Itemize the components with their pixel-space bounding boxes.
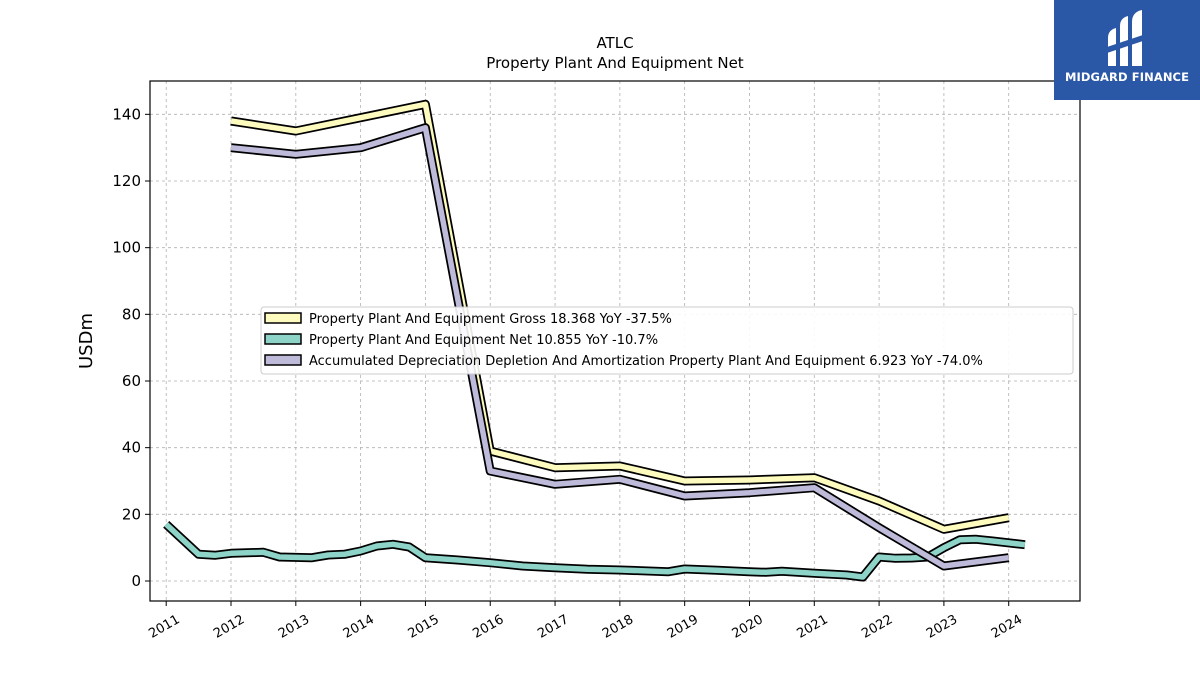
y-tick-label: 0 — [131, 572, 141, 590]
series-line-net — [164, 522, 1026, 580]
x-axis-ticks: 2011 2012 2013 2014 2015 2016 2017 2018 2019 2020… — [146, 601, 1025, 642]
x-tick-label: 2012 — [211, 612, 247, 642]
x-tick-label: 2014 — [341, 612, 377, 642]
legend-swatch-net — [264, 333, 302, 345]
series-layer — [163, 99, 1026, 582]
brand-name: MIDGARD FINANCE — [1064, 70, 1190, 84]
x-tick-label: 2018 — [600, 612, 636, 642]
x-tick-label: 2021 — [794, 612, 830, 642]
legend-swatch-gross — [264, 312, 302, 324]
x-tick-label: 2023 — [924, 612, 960, 642]
series-line-gross — [230, 101, 1010, 533]
legend-label-depreciation: Accumulated Depreciation Depletion And A… — [309, 354, 983, 369]
chart-title: ATLC — [596, 34, 633, 52]
y-tick-label: 80 — [122, 305, 141, 323]
y-tick-label: 40 — [122, 439, 141, 457]
brand-logo: MIDGARD FINANCE — [1054, 0, 1200, 100]
x-tick-label: 2013 — [276, 612, 312, 642]
legend-label-net: Property Plant And Equipment Net 10.855 … — [309, 333, 658, 348]
plot-frame — [149, 80, 1081, 602]
x-tick-label: 2020 — [730, 612, 766, 642]
legend: Property Plant And Equipment Gross 18.36… — [260, 306, 1074, 375]
legend-swatch-depreciation — [264, 354, 302, 366]
y-tick-label: 100 — [112, 239, 141, 257]
x-tick-label: 2019 — [665, 612, 701, 642]
x-tick-label: 2017 — [535, 612, 571, 642]
series-line-depreciation — [230, 124, 1010, 569]
midgard-logo-mark-icon — [1104, 10, 1146, 66]
x-tick-label: 2015 — [406, 612, 442, 642]
y-tick-label: 120 — [112, 172, 141, 190]
x-tick-label: 2024 — [989, 612, 1025, 642]
x-tick-label: 2016 — [470, 612, 506, 642]
y-tick-label: 140 — [112, 105, 141, 123]
legend-box — [260, 306, 1074, 375]
x-tick-label: 2022 — [859, 612, 895, 642]
chart-subtitle: Property Plant And Equipment Net — [486, 54, 743, 72]
y-axis-ticks: 0 20 40 60 80 100 120 140 — [112, 105, 150, 590]
legend-label-gross: Property Plant And Equipment Gross 18.36… — [309, 312, 672, 327]
y-axis-label: USDm — [76, 313, 97, 369]
y-tick-label: 60 — [122, 372, 141, 390]
x-tick-label: 2011 — [146, 612, 182, 642]
y-tick-label: 20 — [122, 505, 141, 523]
